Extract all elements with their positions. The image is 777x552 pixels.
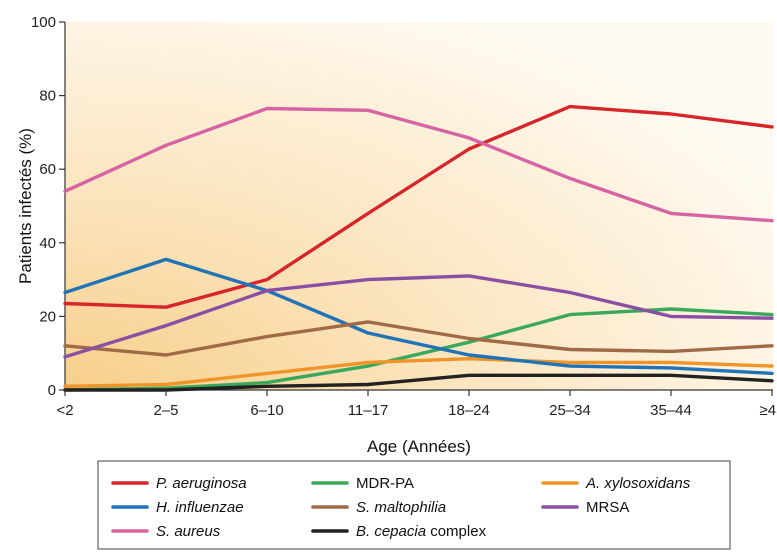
legend-label-0: P. aeruginosa — [156, 475, 247, 492]
y-tick-label: 20 — [39, 308, 56, 325]
legend-box — [97, 460, 731, 550]
series-line-5 — [63, 274, 774, 359]
x-tick-label: 18–24 — [448, 402, 490, 419]
y-tick-label: 0 — [48, 382, 56, 399]
legend-label-4: S. maltophilia — [356, 499, 446, 516]
series-line-1 — [63, 307, 774, 392]
series-line-2 — [63, 357, 774, 388]
x-axis-title: Age (Années) — [367, 437, 471, 456]
y-tick-label: 80 — [39, 88, 56, 105]
legend-series-name: S. aureus — [156, 523, 221, 540]
legend-series-name: A. xylosoxidans — [585, 475, 691, 492]
x-tick-label: 6–10 — [250, 402, 283, 419]
legend-label-5: MRSA — [586, 499, 629, 516]
y-tick-label: 60 — [39, 161, 56, 178]
series-line-4 — [63, 320, 774, 357]
x-tick-label: ≥45 — [760, 402, 777, 419]
x-tick-label: 35–44 — [650, 402, 692, 419]
legend-series-name: P. aeruginosa — [156, 475, 247, 492]
ticks-layer: 0 20 40 60 80 100 <2 2–5 6–10 11–17 18–24 25–34 35–4… — [31, 14, 777, 419]
legend-label-6: S. aureus — [156, 523, 221, 540]
y-axis-title: Patients infectés (%) — [16, 128, 35, 284]
series-line-3 — [63, 257, 774, 376]
x-tick-label: <2 — [56, 402, 73, 419]
series-line-7 — [63, 373, 774, 392]
legend-series-name: H. influenzae — [156, 499, 244, 516]
series-line-6 — [63, 106, 774, 223]
series-layer — [63, 104, 774, 392]
legend: P. aeruginosa MDR-PA A. xylosoxidans H. inf… — [97, 460, 731, 550]
x-tick-label: 25–34 — [549, 402, 591, 419]
y-tick-label: 40 — [39, 235, 56, 252]
legend-label-1: MDR-PA — [356, 475, 414, 492]
legend-label-7: B. cepacia complex — [356, 523, 487, 540]
legend-series-suffix: complex — [426, 523, 487, 540]
legend-series-name: S. maltophilia — [356, 499, 446, 516]
x-tick-label: 2–5 — [153, 402, 178, 419]
legend-series-name: MRSA — [586, 499, 629, 516]
legend-series-name: B. cepacia — [356, 523, 426, 540]
plot-background — [65, 22, 773, 390]
y-tick-label: 100 — [31, 14, 56, 31]
legend-label-2: A. xylosoxidans — [585, 475, 691, 492]
series-line-0 — [63, 104, 774, 309]
legend-series-name: MDR-PA — [356, 475, 414, 492]
x-tick-label: 11–17 — [348, 402, 389, 419]
legend-label-3: H. influenzae — [156, 499, 244, 516]
